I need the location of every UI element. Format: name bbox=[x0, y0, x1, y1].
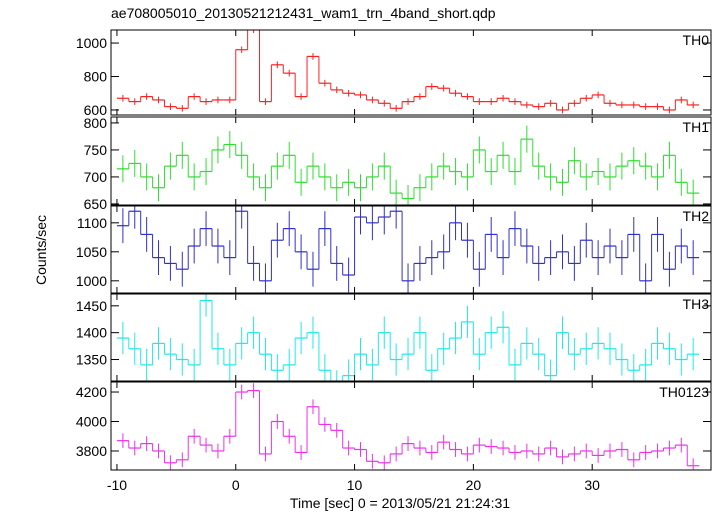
panel-frame bbox=[110, 29, 712, 116]
panel-frame bbox=[110, 205, 712, 294]
x-tick-label: 10 bbox=[347, 477, 363, 493]
y-tick-label: 1350 bbox=[76, 352, 107, 368]
panel-data bbox=[116, 206, 700, 293]
x-axis-label: Time [sec] 0 = 2013/05/21 21:24:31 bbox=[290, 495, 510, 511]
panel-frame bbox=[110, 381, 712, 471]
panel-label: TH0 bbox=[683, 32, 710, 48]
y-tick-label: 600 bbox=[84, 102, 108, 118]
panel-label: TH0123 bbox=[659, 384, 709, 400]
panel-data bbox=[116, 125, 700, 205]
x-tick-label: -10 bbox=[107, 477, 127, 493]
y-tick-label: 1450 bbox=[76, 298, 107, 314]
y-tick-label: 1000 bbox=[76, 35, 107, 51]
y-tick-label: 800 bbox=[84, 69, 108, 85]
y-tick-label: 1400 bbox=[76, 325, 107, 341]
y-tick-label: 750 bbox=[84, 142, 108, 158]
y-tick-label: 3800 bbox=[76, 443, 107, 459]
chart-title: ae708005010_20130521212431_wam1_trn_4ban… bbox=[111, 5, 496, 21]
panel-frame bbox=[110, 293, 712, 382]
y-tick-label: 650 bbox=[84, 196, 108, 212]
panel-label: TH2 bbox=[683, 208, 710, 224]
panel-label: TH1 bbox=[683, 119, 710, 135]
x-tick-label: 30 bbox=[584, 477, 600, 493]
panel-data bbox=[116, 383, 700, 470]
panel-data bbox=[116, 294, 700, 381]
y-tick-label: 1000 bbox=[76, 273, 107, 289]
x-tick-label: 0 bbox=[232, 477, 240, 493]
panel-data bbox=[116, 30, 700, 114]
y-tick-label: 800 bbox=[84, 115, 108, 131]
x-tick-label: 20 bbox=[466, 477, 482, 493]
y-tick-label: 1050 bbox=[76, 244, 107, 260]
panel-frame bbox=[110, 116, 712, 206]
y-tick-label: 700 bbox=[84, 169, 108, 185]
y-axis-label: Counts/sec bbox=[33, 215, 49, 285]
panel-label: TH3 bbox=[683, 296, 710, 312]
y-tick-label: 1100 bbox=[77, 215, 107, 231]
y-tick-label: 4000 bbox=[76, 414, 107, 430]
y-tick-label: 4200 bbox=[76, 384, 107, 400]
